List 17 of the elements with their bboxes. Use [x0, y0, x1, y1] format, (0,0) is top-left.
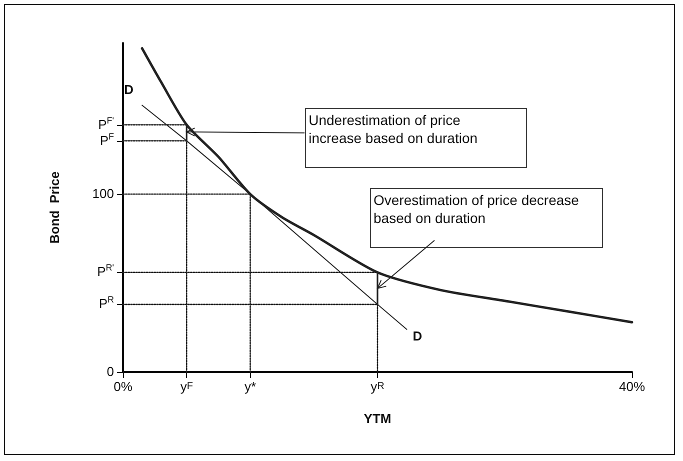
annotation: Overestimation of price decrease based on duration	[370, 188, 602, 248]
y-tick-label: 0	[106, 364, 114, 380]
y-axis-title: Bond Price	[47, 171, 62, 244]
y-tick-label: P$^{R}$	[98, 295, 114, 312]
x-tick-label: y*	[244, 379, 256, 394]
y-tick-label: P$^{F'}$	[98, 115, 114, 133]
y-tick-label: 100	[92, 186, 114, 202]
y-tick-label: P$^{R'}$	[97, 263, 114, 280]
annotation: Underestimation of price increase based on duration	[304, 108, 527, 168]
series-label: D	[412, 328, 422, 344]
x-tick-label: 40%	[618, 379, 646, 394]
x-tick-label: 0%	[114, 379, 133, 394]
y-tick-label: P$^{F}$	[100, 131, 114, 149]
x-tick-label: yR	[370, 379, 384, 394]
x-axis-title: YTM	[364, 411, 392, 426]
x-tick-label: yF	[180, 379, 193, 394]
text: D	[124, 82, 134, 98]
